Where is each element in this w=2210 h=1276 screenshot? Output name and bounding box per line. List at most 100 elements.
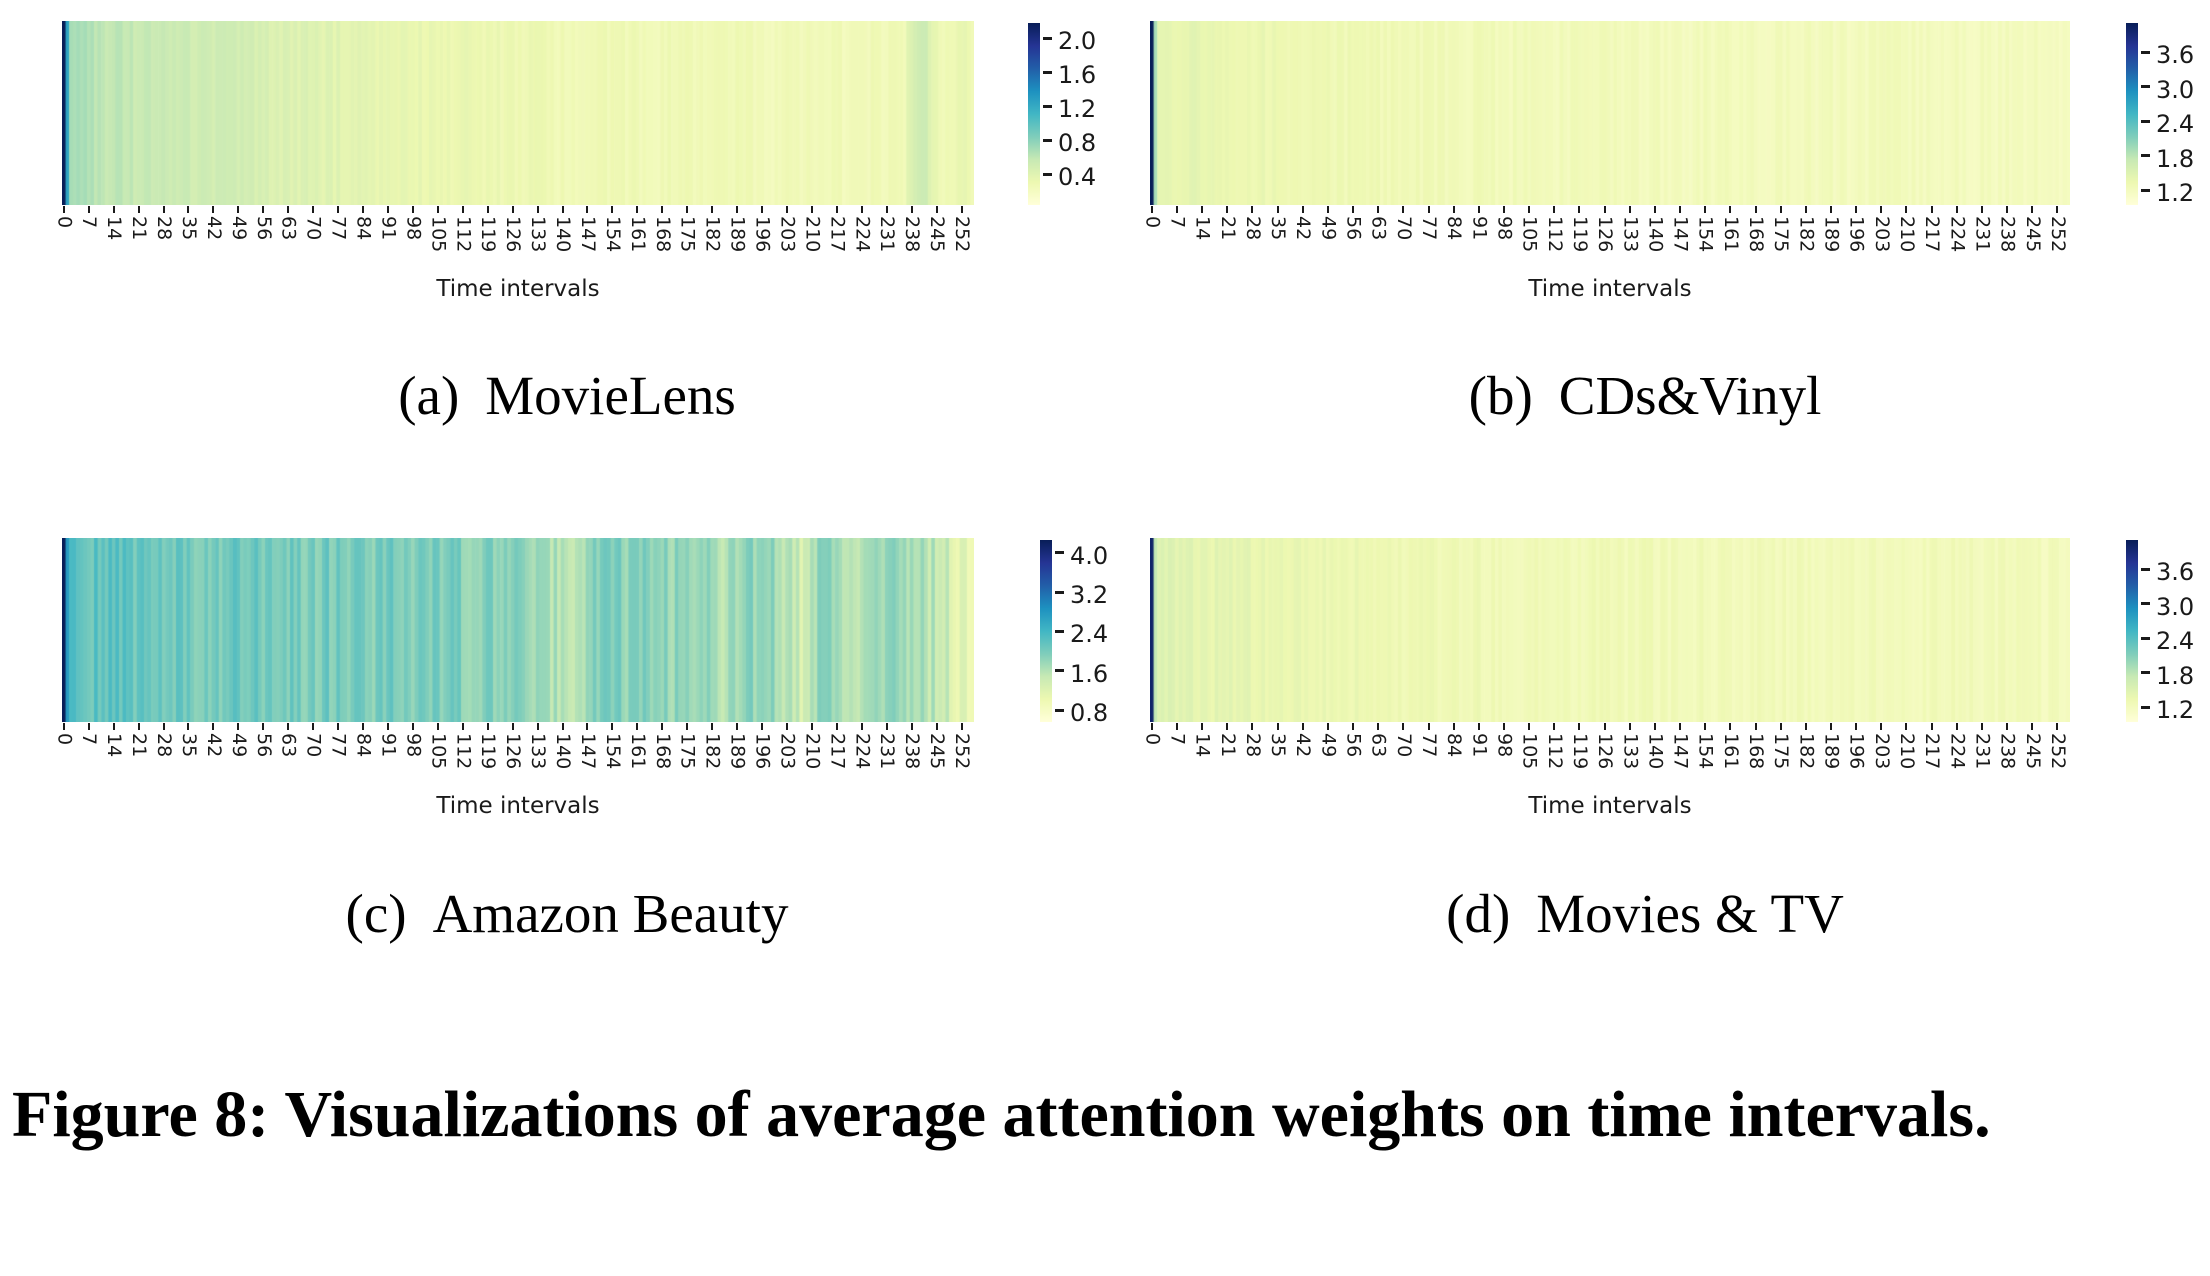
colorbar-tick-mark (1043, 172, 1052, 176)
x-tick-label: 21 (128, 733, 151, 758)
x-tick-label: 49 (227, 733, 250, 758)
colorbar-tick-mark (2141, 188, 2150, 192)
x-tick-label: 175 (676, 733, 699, 770)
x-tick-label: 231 (876, 733, 899, 770)
x-tick-mark (1226, 723, 1229, 730)
x-tick-mark (287, 723, 290, 730)
x-tick-mark (1326, 723, 1329, 730)
x-tick-label: 56 (1342, 216, 1365, 241)
x-tick-label: 245 (2021, 733, 2044, 770)
x-tick-label: 252 (2046, 733, 2069, 770)
colorbar-tick-mark (1043, 104, 1052, 108)
x-tick-mark (1402, 206, 1405, 213)
x-tick-mark (1150, 206, 1153, 213)
colorbar-tick-mark (1055, 629, 1064, 633)
x-tick-label: 147 (1669, 216, 1692, 253)
x-tick-mark (2031, 723, 2034, 730)
x-tick-mark (337, 206, 340, 213)
x-tick-mark (1830, 206, 1833, 213)
x-tick-label: 203 (776, 733, 799, 770)
x-tick-mark (1804, 206, 1807, 213)
x-tick-mark (362, 206, 365, 213)
x-tick-mark (1779, 206, 1782, 213)
x-tick-mark (561, 206, 564, 213)
x-tick-label: 154 (1694, 733, 1717, 770)
x-tick-mark (337, 723, 340, 730)
x-tick-mark (1201, 723, 1204, 730)
x-tick-label: 175 (1770, 733, 1793, 770)
x-tick-mark (212, 206, 215, 213)
x-tick-mark (2006, 723, 2009, 730)
x-tick-mark (1980, 723, 1983, 730)
x-tick-mark (312, 723, 315, 730)
x-tick-mark (686, 723, 689, 730)
colorbar-tick-label: 0.8 (1070, 699, 1109, 728)
x-tick-label: 77 (1418, 216, 1441, 241)
x-tick-mark (137, 723, 140, 730)
x-tick-mark (1955, 723, 1958, 730)
x-tick-label: 189 (1820, 216, 1843, 253)
x-tick-label: 77 (1418, 733, 1441, 758)
x-tick-mark (87, 206, 90, 213)
colorbar-tick-label: 1.2 (2156, 696, 2195, 725)
x-tick-label: 196 (1845, 216, 1868, 253)
x-tick-mark (62, 206, 65, 213)
x-tick-label: 98 (1493, 733, 1516, 758)
x-tick-mark (835, 206, 838, 213)
x-tick-mark (661, 723, 664, 730)
x-tick-mark (1452, 723, 1455, 730)
x-axis-title-cds-vinyl: Time intervals (1528, 276, 1692, 302)
x-tick-mark (636, 206, 639, 213)
x-tick-label: 140 (1644, 216, 1667, 253)
x-tick-label: 203 (776, 216, 799, 253)
x-tick-mark (711, 723, 714, 730)
x-tick-label: 77 (327, 733, 350, 758)
x-tick-label: 105 (427, 733, 450, 770)
x-tick-mark (885, 206, 888, 213)
x-tick-mark (960, 723, 963, 730)
x-tick-mark (1377, 206, 1380, 213)
colorbar-tick-label: 3.0 (2156, 592, 2195, 621)
x-tick-mark (561, 723, 564, 730)
x-tick-mark (1502, 206, 1505, 213)
x-tick-mark (785, 206, 788, 213)
colorbar-tick-label: 0.8 (1058, 129, 1097, 158)
x-tick-label: 245 (926, 216, 949, 253)
x-tick-label: 161 (626, 733, 649, 770)
x-tick-mark (1955, 206, 1958, 213)
x-tick-mark (1477, 206, 1480, 213)
colorbar-tick-label: 2.4 (1070, 620, 1109, 649)
x-tick-label: 133 (1619, 216, 1642, 253)
x-tick-mark (1905, 723, 1908, 730)
panel-caption-movies-tv: (d) Movies & TV (1150, 882, 2140, 945)
x-tick-mark (1930, 206, 1933, 213)
x-tick-label: 168 (651, 216, 674, 253)
x-tick-label: 14 (103, 733, 126, 758)
x-tick-label: 119 (1568, 733, 1591, 770)
colorbar-tick-mark (2141, 154, 2150, 158)
x-tick-label: 56 (252, 733, 275, 758)
x-tick-mark (386, 206, 389, 213)
colorbar-gradient (2126, 540, 2138, 722)
x-tick-mark (1578, 723, 1581, 730)
x-tick-label: 238 (901, 733, 924, 770)
x-tick-label: 182 (701, 733, 724, 770)
x-tick-mark (910, 206, 913, 213)
x-tick-mark (511, 723, 514, 730)
x-tick-mark (2056, 206, 2059, 213)
x-tick-mark (1679, 206, 1682, 213)
x-tick-mark (960, 206, 963, 213)
x-tick-label: 0 (1141, 216, 1164, 229)
x-tick-label: 119 (477, 216, 500, 253)
x-tick-label: 42 (1292, 733, 1315, 758)
panel-caption-cds-vinyl: (b) CDs&Vinyl (1150, 364, 2140, 427)
x-tick-mark (736, 723, 739, 730)
x-tick-mark (1276, 723, 1279, 730)
x-tick-mark (1352, 723, 1355, 730)
x-tick-label: 189 (1820, 733, 1843, 770)
x-tick-mark (761, 206, 764, 213)
colorbar-tick-mark (1055, 551, 1064, 555)
x-tick-mark (1704, 723, 1707, 730)
x-tick-mark (860, 723, 863, 730)
x-tick-mark (1175, 723, 1178, 730)
